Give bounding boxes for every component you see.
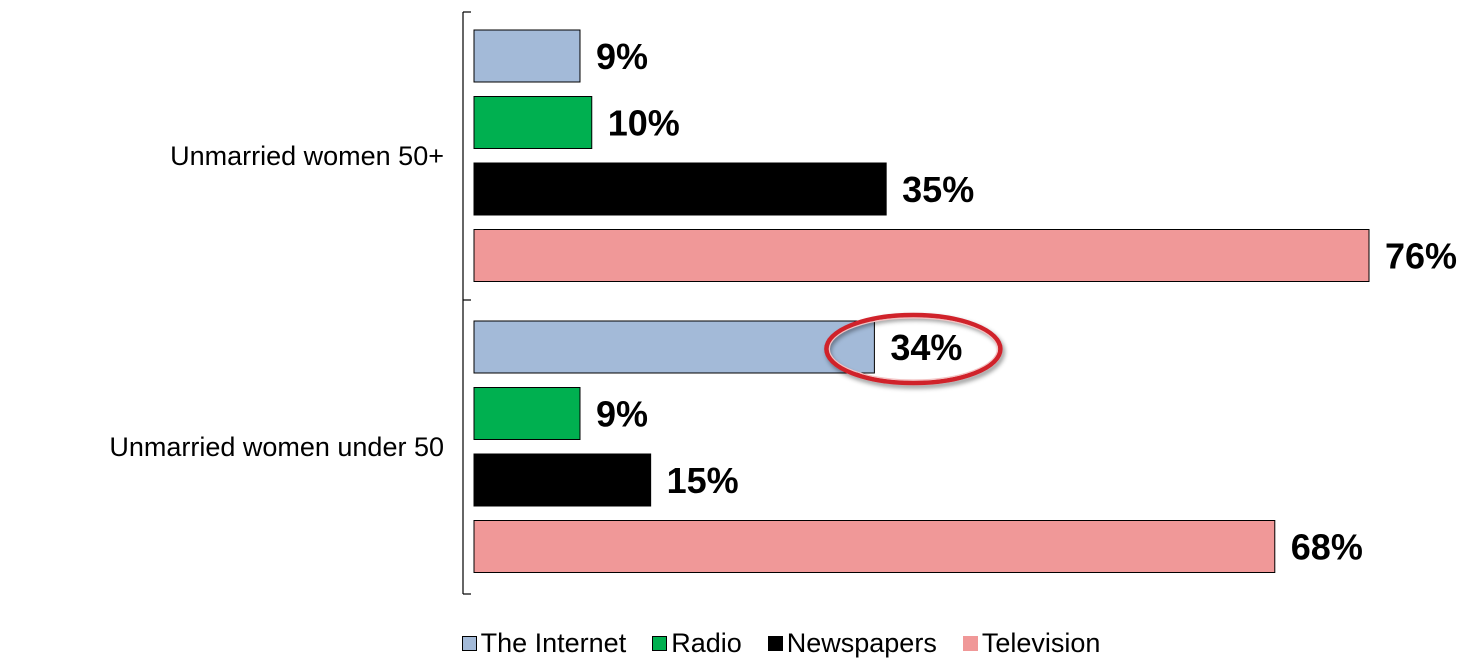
data-label: 76% <box>1385 236 1457 277</box>
data-label: 15% <box>667 460 739 501</box>
data-label: 35% <box>902 169 974 210</box>
legend-swatch <box>962 636 978 651</box>
highlight-ellipse <box>824 312 1003 386</box>
legend-label: The Internet <box>480 628 627 658</box>
legend-swatch <box>767 636 783 651</box>
legend-item: Radio <box>652 628 742 659</box>
legend-item: Newspapers <box>767 628 937 659</box>
bar-television <box>473 520 1276 573</box>
bar-newspapers <box>473 453 652 507</box>
legend-swatch <box>652 636 668 651</box>
bar-newspapers <box>473 162 887 216</box>
bar-television <box>473 229 1370 282</box>
data-label: 10% <box>608 103 680 144</box>
bar-radio <box>473 387 581 440</box>
data-label: 9% <box>596 36 648 77</box>
bar-radio <box>473 96 593 149</box>
highlight-ellipse-inner <box>828 317 998 381</box>
data-label: 9% <box>596 394 648 435</box>
bar-the-internet <box>473 29 581 83</box>
category-label: Unmarried women 50+ <box>170 141 444 171</box>
legend-swatch <box>461 636 477 651</box>
data-label: 68% <box>1291 527 1363 568</box>
legend-label: Radio <box>671 628 742 658</box>
legend-label: Newspapers <box>786 628 937 658</box>
bar-the-internet <box>473 320 875 374</box>
legend-item: The Internet <box>461 628 627 659</box>
legend-label: Television <box>981 628 1101 658</box>
legend: The Internet Radio Newspapers Television <box>44 628 1474 659</box>
data-label: 34% <box>890 327 962 368</box>
category-label: Unmarried women under 50 <box>109 432 444 462</box>
legend-item: Television <box>962 628 1101 659</box>
